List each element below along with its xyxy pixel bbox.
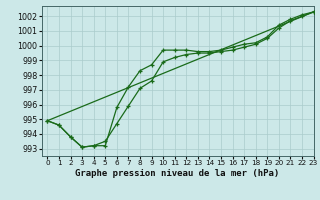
X-axis label: Graphe pression niveau de la mer (hPa): Graphe pression niveau de la mer (hPa) (76, 169, 280, 178)
